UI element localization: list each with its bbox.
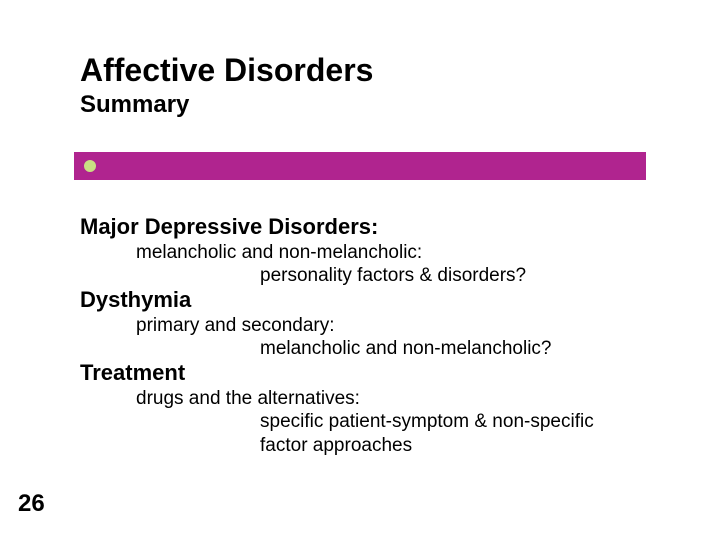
title-block: Affective Disorders Summary [80, 52, 373, 119]
body-line: melancholic and non-melancholic? [260, 337, 594, 360]
section-heading: Major Depressive Disorders: [80, 214, 594, 241]
body-line: melancholic and non-melancholic: [136, 241, 594, 264]
slide: Affective Disorders Summary Major Depres… [0, 0, 720, 540]
slide-title: Affective Disorders [80, 52, 373, 89]
section-heading: Dysthymia [80, 287, 594, 314]
slide-number: 26 [18, 490, 45, 518]
body-line: personality factors & disorders? [260, 264, 594, 287]
slide-subtitle: Summary [80, 91, 373, 119]
bullet-icon [80, 156, 100, 176]
content-body: Major Depressive Disorders: melancholic … [80, 214, 594, 457]
accent-bar [74, 152, 646, 180]
body-line: primary and secondary: [136, 314, 594, 337]
body-line: drugs and the alternatives: [136, 387, 594, 410]
body-line: specific patient-symptom & non-specific [260, 410, 594, 433]
section-heading: Treatment [80, 360, 594, 387]
body-line: factor approaches [260, 434, 594, 457]
